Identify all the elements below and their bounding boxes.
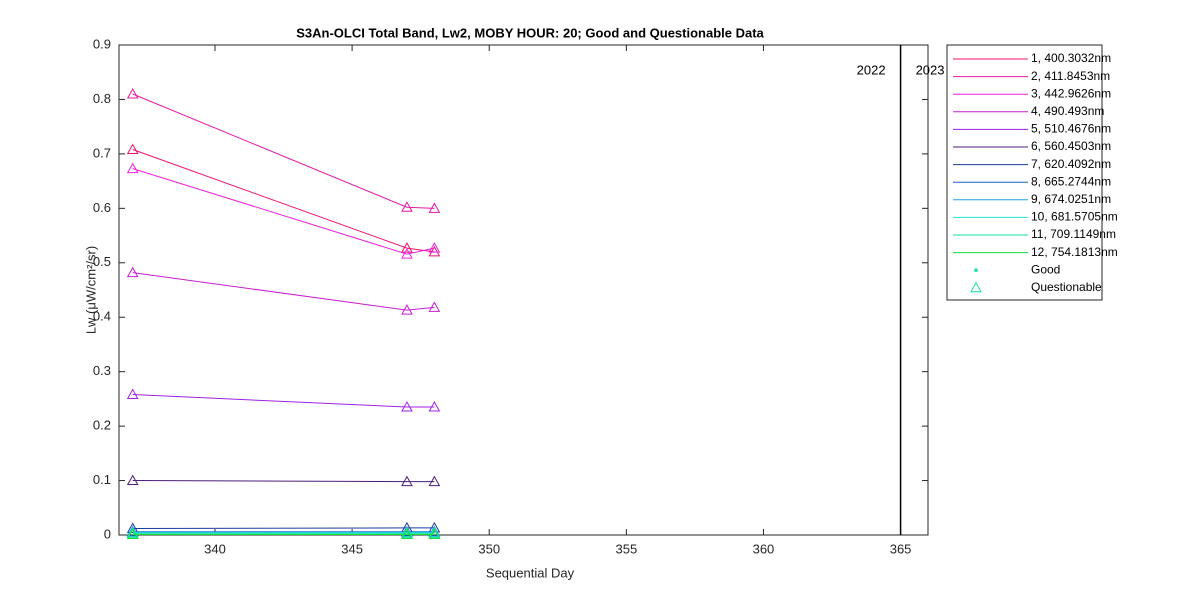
point-marker [428,202,441,213]
legend-label: 3, 442.9626nm [1031,86,1111,100]
x-tick-label: 355 [615,541,637,556]
point-marker [126,474,139,486]
legend-label: 10, 681.5705nm [1031,210,1118,224]
point-marker [401,401,413,412]
x-tick-label: 340 [204,541,226,556]
point-marker [401,304,413,315]
point-marker [428,242,441,253]
y-tick-label: 0.1 [93,472,111,487]
point-marker [428,526,441,538]
point-marker [401,201,413,212]
legend-label: 6, 560.4503nm [1031,139,1111,153]
point-marker [401,242,413,253]
legend-label: 8, 665.2744nm [1031,174,1111,188]
y-tick-label: 0 [104,526,111,541]
y-tick-label: 0.7 [93,145,111,160]
point-marker [428,528,441,539]
x-tick-label: 350 [478,541,500,556]
y-tick-label: 0.2 [93,418,111,433]
x-axis-label: Sequential Day [486,565,575,580]
x-tick-label: 360 [753,541,775,556]
legend-label: 4, 490.493nm [1031,104,1104,118]
legend-label: 5, 510.4676nm [1031,122,1111,136]
legend-label: 1, 400.3032nm [1031,51,1111,65]
point-marker [401,528,413,539]
series-line [132,527,435,529]
series-line [132,394,435,408]
point-marker [428,245,441,257]
series-line [132,93,435,209]
point-marker [401,526,413,538]
legend-label: 12, 754.1813nm [1031,245,1118,259]
y-tick-label: 0.6 [93,200,111,215]
year-label: 2023 [916,62,945,77]
point-marker [401,248,413,259]
y-tick-label: 0.5 [93,254,111,269]
point-marker [126,388,139,400]
legend-label: Questionable [1031,280,1102,294]
y-tick-label: 0.3 [93,363,111,378]
y-tick-label: 0.4 [93,309,111,324]
legend-marker [970,281,982,293]
legend-marker [974,268,978,273]
year-label: 2022 [857,62,886,77]
legend-label: 11, 709.1149nm [1031,227,1116,241]
legend-label: 7, 620.4092nm [1031,157,1111,171]
y-tick-label: 0.8 [93,91,111,106]
point-marker [126,266,139,278]
legend [946,44,1103,301]
legend-label: Good [1031,262,1060,276]
point-marker [428,475,441,487]
plot-area [118,44,929,536]
point-marker [126,87,139,99]
point-marker [126,143,139,155]
point-marker [428,521,441,533]
x-tick-label: 345 [341,541,363,556]
y-axis-label: Lw (μW/cm²/sr) [83,246,98,334]
chart-title: S3An-OLCI Total Band, Lw2, MOBY HOUR: 20… [296,25,764,40]
series-line [132,168,435,255]
legend-label: 2, 411.8453nm [1031,69,1110,83]
series-line [132,480,435,483]
point-marker [428,301,441,312]
point-marker [126,162,139,174]
point-marker [428,401,441,412]
y-tick-label: 0.9 [93,36,111,51]
series-line [132,272,435,311]
point-marker [126,528,139,539]
x-tick-label: 365 [890,541,912,556]
point-marker [126,526,139,538]
legend-label: 9, 674.0251nm [1031,192,1111,206]
point-marker [401,475,413,487]
